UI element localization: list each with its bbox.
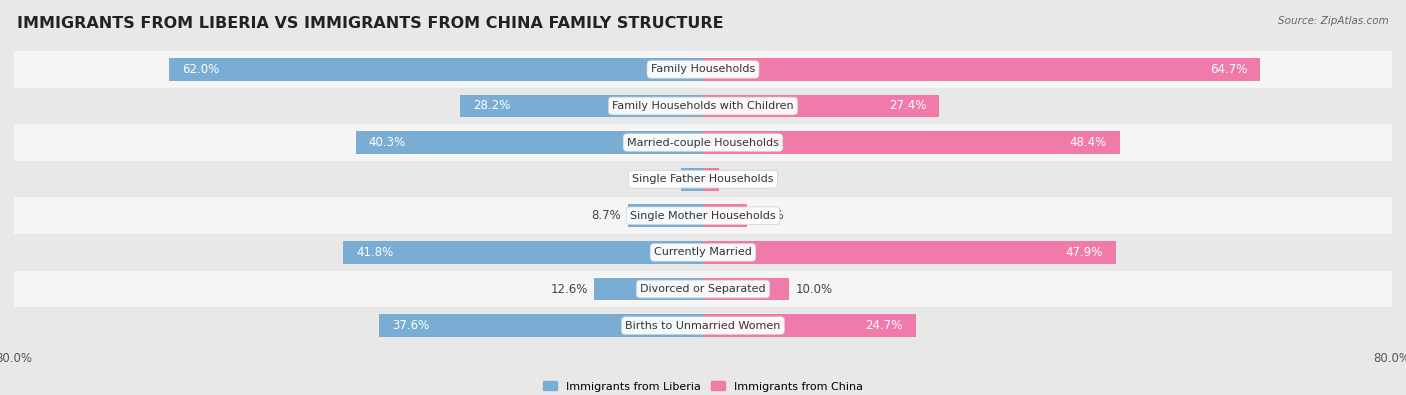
- Bar: [14, 51, 1392, 88]
- Text: 64.7%: 64.7%: [1211, 63, 1247, 76]
- Bar: [703, 241, 1115, 264]
- Text: 24.7%: 24.7%: [866, 319, 903, 332]
- Text: Source: ZipAtlas.com: Source: ZipAtlas.com: [1278, 16, 1389, 26]
- Bar: [14, 307, 1392, 344]
- Bar: [682, 168, 703, 190]
- Bar: [460, 95, 703, 117]
- Text: 41.8%: 41.8%: [356, 246, 394, 259]
- Text: 8.7%: 8.7%: [592, 209, 621, 222]
- Bar: [703, 168, 718, 190]
- Text: 27.4%: 27.4%: [889, 100, 927, 113]
- Bar: [14, 198, 1392, 234]
- Bar: [343, 241, 703, 264]
- Bar: [703, 131, 1119, 154]
- Bar: [703, 95, 939, 117]
- Bar: [703, 205, 747, 227]
- Bar: [14, 271, 1392, 307]
- Text: Family Households: Family Households: [651, 64, 755, 74]
- Text: 5.1%: 5.1%: [754, 209, 783, 222]
- Text: 1.8%: 1.8%: [725, 173, 755, 186]
- Text: 2.5%: 2.5%: [645, 173, 675, 186]
- Text: Family Households with Children: Family Households with Children: [612, 101, 794, 111]
- Bar: [595, 278, 703, 300]
- Text: 62.0%: 62.0%: [181, 63, 219, 76]
- Bar: [703, 278, 789, 300]
- Text: Divorced or Separated: Divorced or Separated: [640, 284, 766, 294]
- Text: Single Father Households: Single Father Households: [633, 174, 773, 184]
- Text: IMMIGRANTS FROM LIBERIA VS IMMIGRANTS FROM CHINA FAMILY STRUCTURE: IMMIGRANTS FROM LIBERIA VS IMMIGRANTS FR…: [17, 16, 724, 31]
- Bar: [628, 205, 703, 227]
- Text: Currently Married: Currently Married: [654, 247, 752, 258]
- Bar: [14, 124, 1392, 161]
- Text: 10.0%: 10.0%: [796, 282, 834, 295]
- Bar: [703, 58, 1260, 81]
- Bar: [703, 314, 915, 337]
- Bar: [356, 131, 703, 154]
- Text: Births to Unmarried Women: Births to Unmarried Women: [626, 321, 780, 331]
- Text: Married-couple Households: Married-couple Households: [627, 137, 779, 148]
- Text: 12.6%: 12.6%: [550, 282, 588, 295]
- Bar: [14, 234, 1392, 271]
- Text: 28.2%: 28.2%: [472, 100, 510, 113]
- Text: 48.4%: 48.4%: [1070, 136, 1107, 149]
- Text: Single Mother Households: Single Mother Households: [630, 211, 776, 221]
- Bar: [380, 314, 703, 337]
- Bar: [14, 161, 1392, 198]
- Legend: Immigrants from Liberia, Immigrants from China: Immigrants from Liberia, Immigrants from…: [538, 377, 868, 395]
- Text: 47.9%: 47.9%: [1066, 246, 1102, 259]
- Text: 37.6%: 37.6%: [392, 319, 429, 332]
- Text: 40.3%: 40.3%: [368, 136, 406, 149]
- Bar: [14, 88, 1392, 124]
- Bar: [169, 58, 703, 81]
